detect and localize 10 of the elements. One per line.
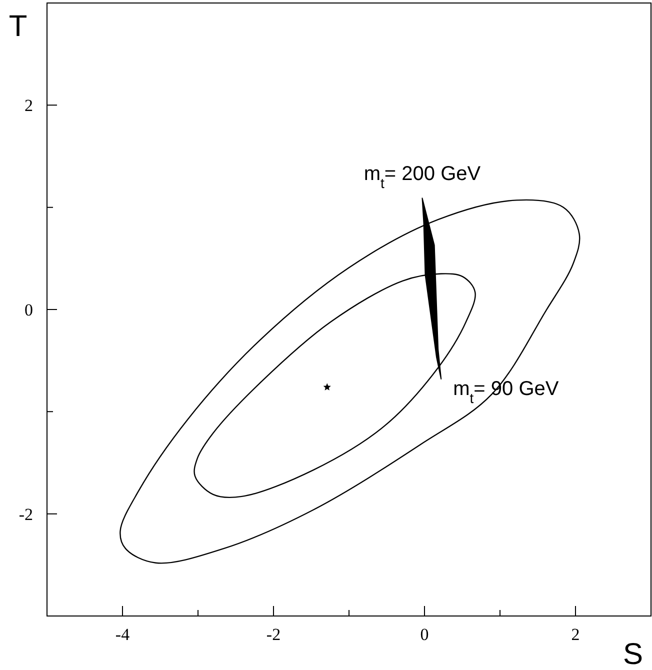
y-axis-title: T [8, 10, 28, 43]
x-tick-label: 2 [571, 625, 580, 644]
x-axis-title: S [622, 638, 643, 670]
y-tick-label: 0 [24, 300, 33, 320]
y-tick-label: 2 [24, 96, 33, 116]
y-tick-label: -2 [18, 504, 33, 524]
x-tick-label: -2 [266, 625, 281, 644]
x-tick-label: 0 [420, 625, 429, 644]
annotation: m$_{t}$= 200 GeV [364, 163, 482, 192]
x-tick-label: -4 [115, 625, 130, 644]
